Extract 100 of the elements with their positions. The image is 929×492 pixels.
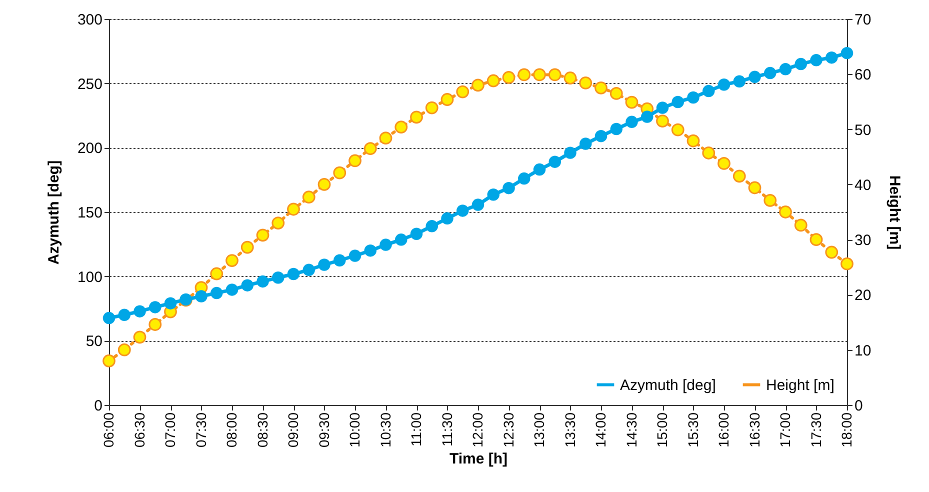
- y-tick-label: 100: [77, 268, 102, 286]
- point: [164, 297, 177, 310]
- point: [748, 181, 762, 194]
- point: [348, 154, 362, 168]
- point: [748, 70, 761, 84]
- point: [334, 254, 346, 266]
- y2-tick-label: 10: [854, 342, 872, 360]
- point: [240, 240, 254, 254]
- x-tick-label: 15:30: [684, 412, 701, 448]
- point: [732, 170, 746, 183]
- x-tick-label: 11:00: [408, 412, 424, 446]
- point: [287, 202, 300, 216]
- point: [672, 96, 684, 108]
- point: [302, 264, 315, 276]
- x-tick-label: 09:30: [316, 412, 332, 448]
- point: [656, 114, 669, 128]
- point: [533, 163, 546, 176]
- point: [272, 272, 284, 284]
- point: [241, 279, 254, 292]
- x-tick-label: 14:00: [592, 412, 608, 448]
- point: [610, 122, 622, 136]
- point: [118, 343, 131, 356]
- point: [810, 233, 823, 246]
- point: [779, 63, 792, 76]
- point: [302, 190, 316, 204]
- point: [333, 166, 346, 180]
- point: [702, 146, 716, 160]
- point: [826, 51, 838, 64]
- point: [502, 71, 516, 84]
- x-tick-label: 08:00: [224, 412, 240, 448]
- y-tick-label: 0: [94, 398, 102, 414]
- x-tick-label: 11:30: [438, 412, 455, 446]
- point: [102, 354, 116, 368]
- point: [764, 194, 777, 207]
- x-tick-label: 06:30: [131, 412, 148, 448]
- x-tick-label: 13:30: [562, 412, 578, 448]
- point: [810, 54, 822, 66]
- x-tick-label: 16:00: [716, 412, 732, 448]
- point: [702, 84, 715, 98]
- point: [718, 78, 730, 91]
- point: [687, 91, 700, 104]
- x-tick-label: 17:00: [777, 412, 793, 448]
- y-tick-label: 250: [77, 76, 102, 93]
- y2-tick-label: 20: [854, 287, 872, 304]
- point: [671, 123, 684, 136]
- point: [594, 130, 608, 142]
- point: [410, 110, 423, 124]
- point: [440, 93, 454, 106]
- x-tick-label: 18:00: [838, 412, 854, 448]
- point: [441, 212, 454, 225]
- x-tick-label: 12:00: [470, 412, 486, 448]
- point: [718, 157, 730, 170]
- point: [102, 312, 116, 324]
- x-tick-label: 16:30: [746, 412, 762, 448]
- point: [118, 308, 130, 322]
- y2-tick-label: 50: [854, 122, 872, 139]
- point: [626, 116, 638, 128]
- point: [794, 58, 807, 70]
- x-tick-label: 09:00: [285, 412, 301, 448]
- point: [733, 75, 746, 88]
- point: [287, 268, 300, 280]
- point: [348, 250, 362, 262]
- x-tick-label: 06:00: [100, 412, 116, 448]
- point: [210, 267, 224, 280]
- point: [533, 68, 546, 82]
- point: [134, 305, 146, 318]
- point: [840, 46, 854, 60]
- y-tick-label: 300: [77, 12, 102, 28]
- point: [364, 142, 377, 156]
- y-tick-label: 50: [86, 333, 102, 350]
- point: [318, 178, 331, 191]
- point: [502, 182, 515, 194]
- x-tick-label: 14:30: [623, 412, 640, 448]
- legend-label: Azymuth [deg]: [620, 376, 716, 394]
- point: [594, 81, 608, 94]
- point: [226, 254, 238, 267]
- y-tick-label: 150: [77, 204, 102, 222]
- point: [456, 204, 469, 217]
- point: [579, 76, 592, 90]
- point: [686, 134, 700, 148]
- point: [272, 216, 285, 230]
- point: [641, 110, 654, 123]
- point: [395, 234, 408, 246]
- point: [210, 286, 223, 300]
- point: [548, 156, 561, 168]
- point: [610, 87, 623, 100]
- point: [456, 85, 470, 98]
- point: [656, 102, 669, 114]
- point: [794, 218, 808, 232]
- point: [380, 238, 392, 251]
- y-tick-label: 200: [77, 140, 102, 158]
- x-tick-label: 13:00: [531, 412, 547, 448]
- x-tick-label: 07:30: [192, 412, 209, 448]
- y2-tick-label: 40: [854, 176, 872, 194]
- point: [426, 220, 438, 232]
- point: [825, 246, 838, 259]
- x-tick-label: 08:30: [254, 412, 270, 448]
- point: [840, 257, 854, 270]
- point: [149, 301, 162, 314]
- point: [425, 101, 438, 114]
